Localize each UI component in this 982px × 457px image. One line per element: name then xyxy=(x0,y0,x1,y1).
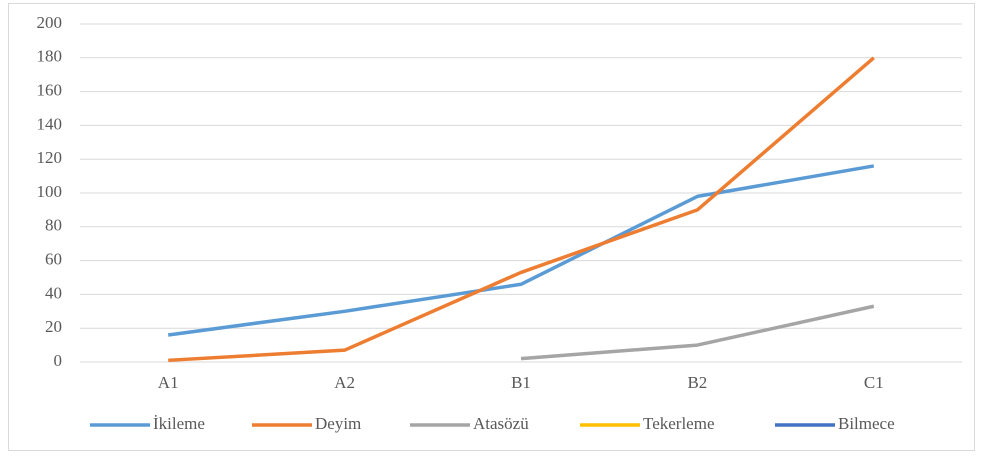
y-tick-label: 60 xyxy=(45,250,62,269)
legend-label: Deyim xyxy=(315,414,361,433)
y-tick-label: 160 xyxy=(37,81,63,100)
x-tick-label: A1 xyxy=(158,373,179,392)
y-tick-label: 20 xyxy=(45,317,62,336)
series-line xyxy=(520,304,875,361)
y-tick-label: 80 xyxy=(45,216,62,235)
x-tick-label: B2 xyxy=(687,373,707,392)
y-tick-label: 120 xyxy=(37,148,63,167)
series-line xyxy=(168,56,875,363)
legend-label: İkileme xyxy=(153,414,205,433)
series-line xyxy=(167,164,875,337)
y-tick-label: 140 xyxy=(37,114,63,133)
y-tick-label: 40 xyxy=(45,283,62,302)
y-tick-label: 180 xyxy=(37,47,63,66)
y-tick-label: 0 xyxy=(54,351,63,370)
x-tick-label: A2 xyxy=(334,373,355,392)
y-tick-label: 200 xyxy=(37,13,63,32)
x-tick-label: B1 xyxy=(511,373,531,392)
y-tick-label: 100 xyxy=(37,182,63,201)
legend-label: Atasözü xyxy=(473,414,529,433)
legend-label: Tekerleme xyxy=(643,414,715,433)
x-tick-label: C1 xyxy=(864,373,884,392)
legend-label: Bilmece xyxy=(838,414,895,433)
